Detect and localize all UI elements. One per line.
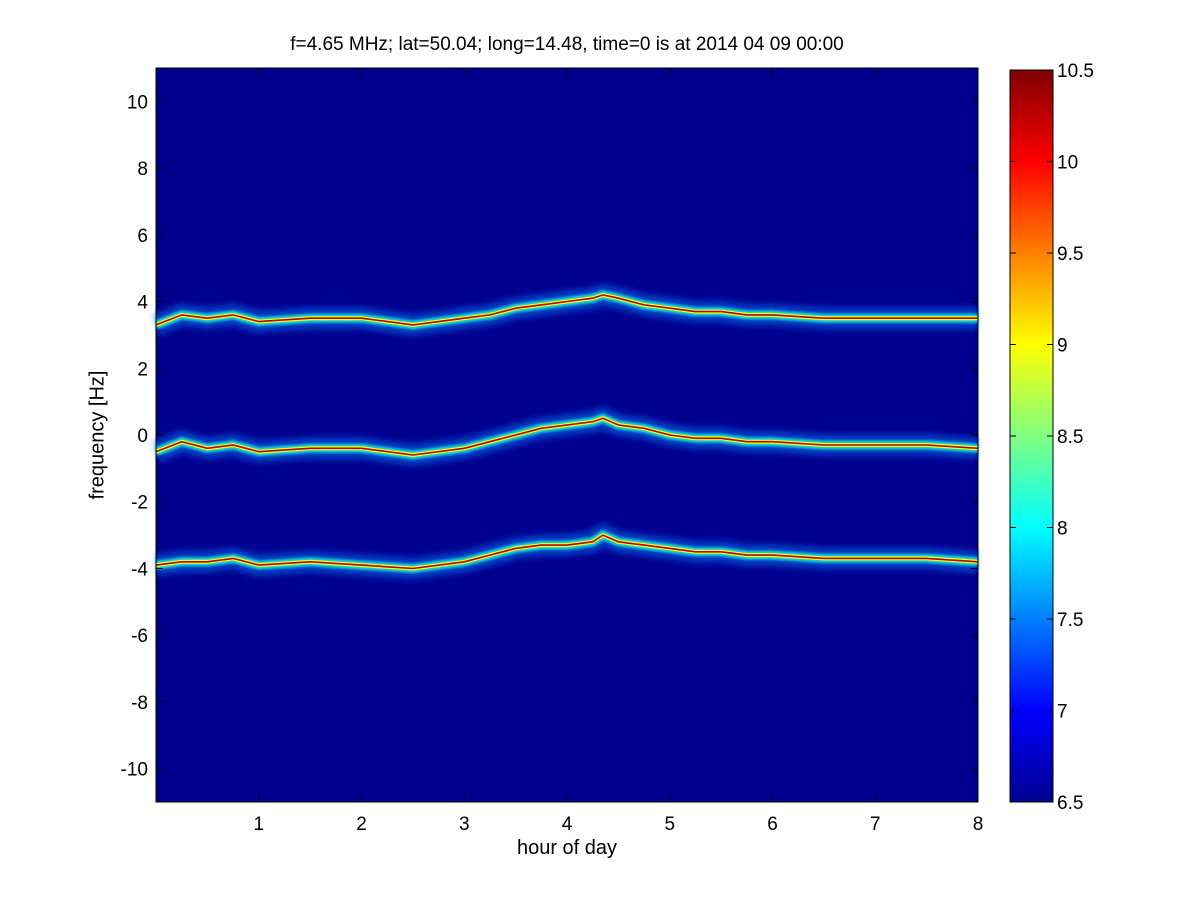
x-tick-label: 7 xyxy=(870,814,881,835)
colorbar-tick-label: 9.5 xyxy=(1057,244,1083,265)
y-tick-label: -2 xyxy=(131,493,148,514)
y-tick-label: 6 xyxy=(137,226,148,247)
chart-title: f=4.65 MHz; lat=50.04; long=14.48, time=… xyxy=(290,34,844,55)
trace-line-2 xyxy=(155,417,979,456)
trace-line-1 xyxy=(155,294,978,326)
colorbar-tick-label: 6.5 xyxy=(1057,793,1083,814)
x-tick-label: 8 xyxy=(973,814,984,835)
traces-layer xyxy=(152,283,979,580)
colorbar-tick-label: 7 xyxy=(1057,702,1068,723)
y-tick-label: -6 xyxy=(131,626,148,647)
x-tick-label: 2 xyxy=(356,814,367,835)
y-axis: -10 -8 -6 -4 -2 0 2 4 6 8 10 xyxy=(121,92,978,781)
colorbar-ticks: 6.5 7 7.5 8 8.5 9 9.5 10 10.5 xyxy=(1010,61,1094,814)
y-tick-label: -10 xyxy=(121,760,148,781)
x-tick-label: 6 xyxy=(767,814,778,835)
x-axis: 1 2 3 4 5 6 7 8 xyxy=(253,68,983,835)
y-tick-label: 0 xyxy=(137,426,148,447)
y-tick-label: 10 xyxy=(127,92,148,113)
colorbar-tick-label: 8 xyxy=(1057,519,1068,540)
x-tick-label: 5 xyxy=(664,814,675,835)
colorbar-tick-label: 10.5 xyxy=(1057,61,1094,82)
colorbar-tick-label: 7.5 xyxy=(1057,610,1083,631)
x-axis-label: hour of day xyxy=(516,837,618,859)
trace-line-3 xyxy=(155,534,979,570)
y-axis-label: frequency [Hz] xyxy=(86,370,109,500)
y-tick-label: 2 xyxy=(137,359,148,380)
x-tick-label: 4 xyxy=(562,814,573,835)
colorbar: 6.5 7 7.5 8 8.5 9 9.5 10 10.5 xyxy=(1009,61,1094,814)
x-tick-label: 3 xyxy=(459,814,470,835)
y-tick-label: -8 xyxy=(131,693,148,714)
y-tick-label: 4 xyxy=(137,293,148,314)
colorbar-tick-label: 8.5 xyxy=(1057,427,1083,448)
x-tick-label: 1 xyxy=(253,814,264,835)
plot-area xyxy=(152,67,979,803)
colorbar-gradient xyxy=(1009,69,1054,803)
colorbar-tick-label: 9 xyxy=(1057,336,1068,357)
y-tick-label: -4 xyxy=(131,559,148,580)
colorbar-tick-label: 10 xyxy=(1057,153,1078,174)
y-tick-label: 8 xyxy=(137,159,148,180)
